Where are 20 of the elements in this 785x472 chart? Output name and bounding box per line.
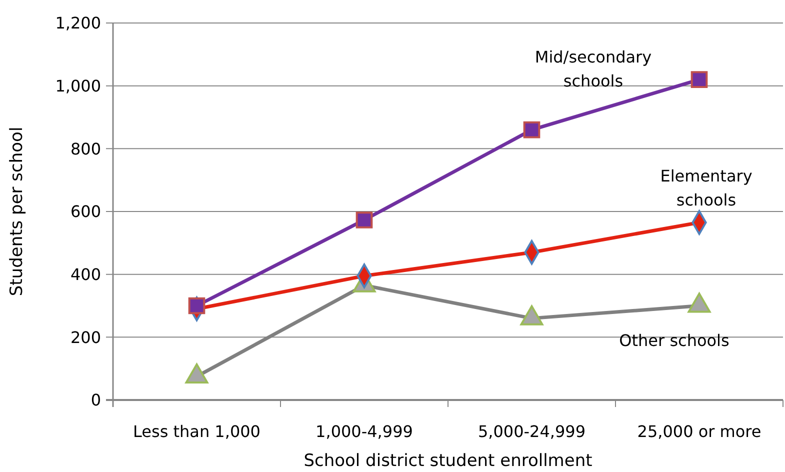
y-tick-label: 200 — [70, 328, 101, 347]
point — [188, 297, 206, 314]
point — [356, 212, 373, 228]
x-tick-label: Less than 1,000 — [133, 422, 260, 441]
y-axis-title: Students per school — [7, 126, 27, 296]
x-tick-label: 5,000-24,999 — [478, 422, 586, 441]
series-label: Other schools — [619, 330, 730, 350]
point — [690, 71, 708, 88]
y-tick-label: 400 — [70, 264, 101, 284]
y-tick-label: 1,000 — [55, 76, 101, 96]
x-tick-label: 25,000 or more — [637, 422, 762, 441]
point — [523, 121, 540, 138]
y-tick-label: 600 — [70, 202, 101, 222]
y-tick-label: 800 — [70, 139, 101, 158]
series-label: Mid/secondary schools — [534, 48, 652, 91]
series-label: Elementary schools — [660, 166, 752, 210]
x-axis-title: School district student enrollment — [304, 451, 593, 471]
y-tick-label: 1,200 — [55, 14, 101, 33]
x-tick-label: 1,000-4,999 — [316, 422, 413, 441]
y-tick-label: 0 — [90, 390, 101, 410]
